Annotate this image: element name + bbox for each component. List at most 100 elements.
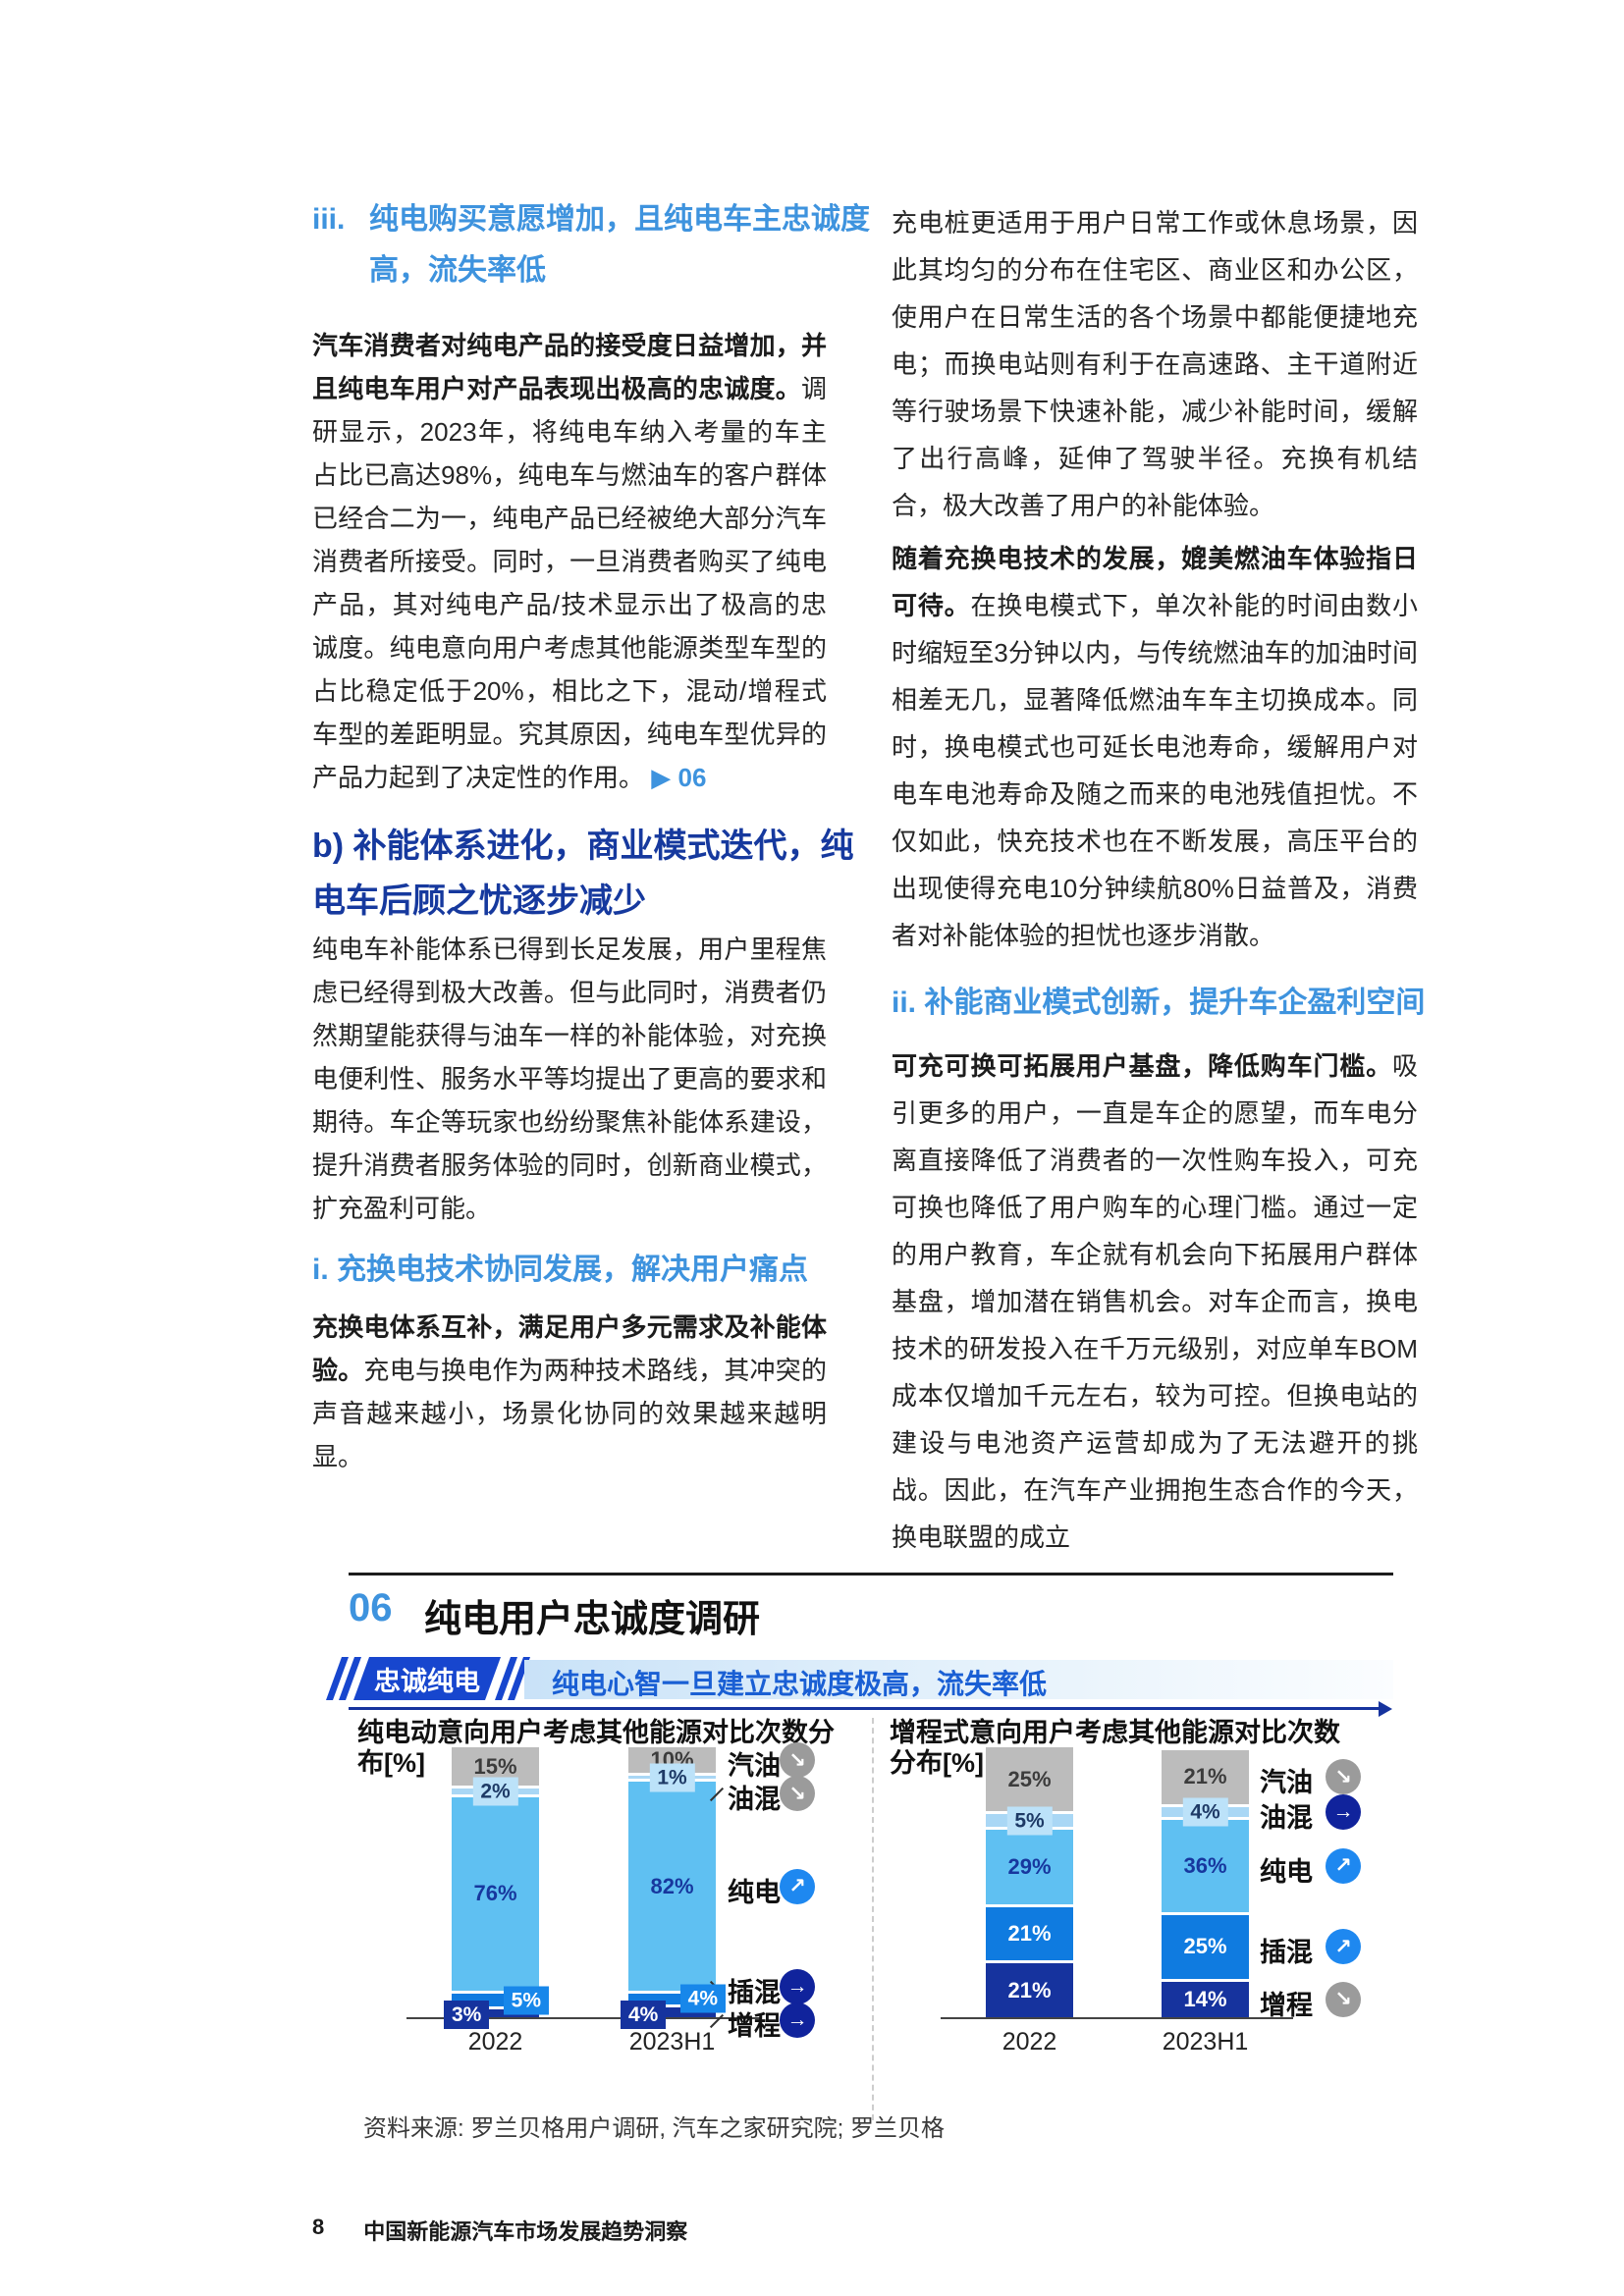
legend-label: 油混	[1260, 1802, 1313, 1833]
stacked-bar: 21% 4% 36% 25% 14%	[1162, 1750, 1249, 2017]
source-note: 资料来源: 罗兰贝格用户调研, 汽车之家研究院; 罗兰贝格	[363, 2115, 946, 2142]
trend-down-icon: ↘	[780, 1742, 815, 1779]
legend-label: 纯电	[1260, 1856, 1313, 1887]
trend-flat-icon: →	[1326, 1793, 1361, 1830]
bar-segment: 25%	[1162, 1914, 1249, 1979]
bar-segment: 5%	[986, 1806, 1073, 1836]
bar-segment: 21%	[1162, 1750, 1249, 1804]
paragraph: 汽车消费者对纯电产品的接受度日益增加，并且纯电车用户对产品表现出极高的忠诚度。调…	[312, 324, 827, 799]
stacked-bar: 10% 1% 82% 4% 4%	[621, 1747, 726, 2029]
x-axis-label: 2022	[467, 2028, 523, 2056]
bar-segment-label: 2%	[472, 1777, 518, 1806]
stacked-bar: 15% 2% 76% 5% 3%	[444, 1747, 549, 2029]
bar-segment: 29%	[986, 1830, 1073, 1904]
paragraph: 可充可换可拓展用户基盘，降低购车门槛。吸引更多的用户，一直是车企的愿望，而车电分…	[892, 1042, 1418, 1561]
legend-label: 油混	[728, 1785, 781, 1815]
figure-divider-rule	[349, 1573, 1393, 1575]
bar-segment: 4%	[1162, 1797, 1249, 1827]
figure-title: 纯电用户忠诚度调研	[424, 1599, 761, 1640]
lead-sentence: 可充可换可拓展用户基盘，降低购车门槛。	[892, 1051, 1392, 1081]
paragraph: 充电桩更适用于用户日常工作或休息场景，因此其均匀的分布在住宅区、商业区和办公区，…	[892, 208, 1418, 520]
bar-segment-label: 4%	[621, 2000, 667, 2029]
bar-segment: 4%	[621, 2000, 716, 2029]
trend-flat-icon: →	[780, 1969, 815, 2004]
bar-segment-label: 36%	[1183, 1852, 1227, 1878]
body-text: 充电与换电作为两种技术路线，其冲突的声音越来越小，场景化协同的效果越来越明显。	[312, 1356, 827, 1471]
bar-segment-label: 5%	[503, 1986, 549, 2015]
banner-underline	[349, 1707, 1381, 1710]
bar-segment-label: 4%	[679, 1984, 726, 2013]
x-axis-label: 2023H1	[628, 2028, 716, 2056]
legend-label: 增程	[1260, 1990, 1313, 2020]
bar-segment: 1%	[628, 1763, 716, 1792]
page-number: 8	[312, 2215, 325, 2239]
page-footer: 8 中国新能源汽车市场发展趋势洞察	[312, 2215, 687, 2246]
bar-segment-label: 4%	[1182, 1797, 1228, 1827]
bar-segment: 2%	[452, 1777, 539, 1806]
banner-badge-label: 忠诚纯电	[374, 1666, 480, 1696]
bar-segment: 76%	[452, 1796, 539, 1992]
x-axis-line	[941, 2017, 1293, 2019]
trend-down-icon: ↘	[780, 1776, 815, 1812]
legend-label: 插混	[1260, 1938, 1313, 1968]
x-axis-label: 2022	[1001, 2028, 1057, 2056]
trend-down-icon: ↘	[1326, 1981, 1361, 2017]
x-axis-label: 2023H1	[1162, 2028, 1249, 2056]
bar-segment: 25%	[986, 1747, 1073, 1812]
chart-title: 纯电动意向用户考虑其他能源对比次数分布[%]	[357, 1718, 835, 1778]
bar-segment-label: 14%	[1183, 1986, 1227, 2011]
bar-segment-label: 29%	[1007, 1854, 1052, 1880]
bar-segment-label: 25%	[1183, 1934, 1227, 1959]
bar-segment-label: 21%	[1007, 1921, 1052, 1947]
figure-ref-link[interactable]: ▶ 06	[651, 763, 707, 792]
bar-segment: 4%	[628, 1984, 726, 2013]
legend-label: 汽油	[1260, 1768, 1313, 1798]
stacked-bar: 25% 5% 29% 21% 21%	[986, 1747, 1073, 2017]
bar-segment: 21%	[986, 1963, 1073, 2017]
bar-segment: 14%	[1162, 1981, 1249, 2017]
trend-down-icon: ↘	[1326, 1759, 1361, 1795]
chart-title: 增程式意向用户考虑其他能源对比次数分布[%]	[890, 1718, 1340, 1778]
bar-segment: 3%	[444, 2000, 539, 2029]
bar-segment-label: 82%	[650, 1873, 694, 1898]
bar-segment-label: 15%	[473, 1753, 517, 1779]
banner-strip	[524, 1660, 1393, 1699]
section-heading-b: b) 补能体系进化，商业模式迭代，纯电车后顾之忧逐步减少	[312, 828, 854, 920]
footer-title: 中国新能源汽车市场发展趋势洞察	[363, 2219, 688, 2244]
legend-label: 增程	[728, 2011, 781, 2041]
bar-segment-label: 3%	[444, 2000, 490, 2029]
arrow-right-icon	[1379, 1701, 1392, 1717]
trend-flat-icon: →	[780, 2002, 815, 2038]
section-heading-ii: ii. 补能商业模式创新，提升车企盈利空间	[892, 987, 1426, 1019]
bar-segment: 82%	[628, 1781, 716, 1992]
figure-number: 06	[349, 1586, 393, 1629]
bar-segment: 36%	[1162, 1819, 1249, 1912]
triangle-icon: ▶	[651, 763, 672, 792]
trend-up-icon: ↗	[780, 1868, 815, 1904]
heading-text: 纯电购买意愿增加，且纯电车主忠诚度高，流失率低	[369, 203, 870, 287]
bar-segment: 21%	[986, 1906, 1073, 1961]
x-axis-line	[406, 2017, 760, 2019]
chart-separator	[872, 1718, 874, 2120]
body-text: 在换电模式下，单次补能的时间由数小时缩短至3分钟以内，与传统燃油车的加油时间相差…	[892, 591, 1418, 950]
trend-up-icon: ↗	[1326, 1847, 1361, 1884]
legend-label: 纯电	[728, 1877, 781, 1907]
paragraph: 纯电车补能体系已得到长足发展，用户里程焦虑已经得到极大改善。但与此同时，消费者仍…	[312, 934, 827, 1223]
legend-label: 插混	[728, 1978, 781, 2007]
bar-segment-label: 76%	[473, 1881, 517, 1906]
body-text: 调研显示，2023年，将纯电车纳入考量的车主占比已高达98%，纯电车与燃油车的客…	[312, 374, 827, 792]
paragraph: 充换电体系互补，满足用户多元需求及补能体验。充电与换电作为两种技术路线，其冲突的…	[312, 1306, 827, 1478]
body-text: 吸引更多的用户，一直是车企的愿望，而车电分离直接降低了消费者的一次性购车投入，可…	[892, 1051, 1418, 1552]
paragraph: 随着充换电技术的发展，媲美燃油车体验指日可待。在换电模式下，单次补能的时间由数小…	[892, 535, 1418, 959]
bar-segment-label: 21%	[1183, 1764, 1227, 1789]
legend-label: 汽油	[728, 1751, 781, 1782]
heading-number: iii.	[312, 203, 346, 236]
lead-sentence: 汽车消费者对纯电产品的接受度日益增加，并且纯电车用户对产品表现出极高的忠诚度。	[312, 331, 827, 403]
bar-segment-label: 25%	[1007, 1766, 1052, 1791]
banner-text: 纯电心智一旦建立忠诚度极高，流失率低	[552, 1669, 1048, 1699]
bar-segment-label: 21%	[1007, 1977, 1052, 2002]
lead-sentence: 随着充换电技术的发展，媲美燃油车体验指日可待。	[892, 544, 1418, 620]
section-heading-iii: iii. 纯电购买意愿增加，且纯电车主忠诚度高，流失率低	[312, 194, 880, 296]
bar-segment-label: 5%	[1006, 1806, 1053, 1836]
